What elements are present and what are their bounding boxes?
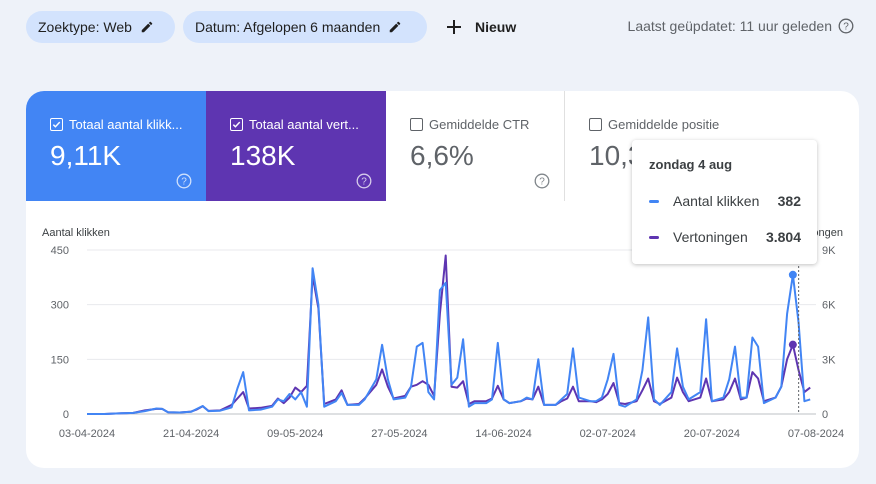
tooltip-row-label: Aantal klikken (673, 193, 760, 209)
new-filter-button[interactable]: Nieuw (444, 14, 516, 40)
svg-text:?: ? (181, 177, 187, 188)
date-filter-label: Datum: Afgelopen 6 maanden (195, 19, 381, 35)
checkbox-checked-icon[interactable] (230, 118, 243, 131)
hover-markers (788, 250, 800, 414)
checkbox-unchecked-icon[interactable] (589, 118, 602, 131)
new-filter-label: Nieuw (475, 19, 517, 35)
metric-tile-ctr[interactable]: Gemiddelde CTR 6,6% ? (386, 91, 565, 201)
tooltip-row-impressions: Vertoningen 3.804 (649, 227, 801, 247)
x-tick-label: 21-04-2024 (163, 428, 219, 440)
series-swatch (649, 199, 659, 203)
x-tick-label: 02-07-2024 (580, 428, 636, 440)
y-right-tick-label: 0 (822, 409, 828, 421)
y-axis-right-ticks: 9K 6K 3K 0 (822, 245, 836, 421)
clicks-series-line (87, 267, 811, 415)
help-icon[interactable]: ? (176, 173, 192, 189)
x-tick-label: 14-06-2024 (475, 428, 531, 440)
chart-series (87, 254, 811, 415)
performance-card: Totaal aantal klikk... 9,11K ? Totaal aa… (26, 91, 859, 468)
help-icon[interactable]: ? (356, 173, 372, 189)
chart-tooltip: zondag 4 aug Aantal klikken 382 Vertonin… (632, 140, 817, 264)
tooltip-row-value: 382 (777, 193, 801, 209)
tooltip-row-clicks: Aantal klikken 382 (649, 191, 801, 211)
metric-value: 9,11K (50, 140, 122, 171)
last-updated-text: Laatst geüpdatet: 11 uur geleden (627, 18, 832, 34)
metric-tile-clicks[interactable]: Totaal aantal klikk... 9,11K ? (26, 91, 206, 201)
x-tick-label: 07-08-2024 (788, 428, 844, 440)
x-tick-label: 27-05-2024 (371, 428, 427, 440)
impressions-hover-dot (788, 340, 797, 349)
metric-label: Gemiddelde positie (608, 117, 720, 132)
metric-value: 6,6% (410, 140, 474, 171)
impressions-series-line (87, 254, 811, 415)
y-right-tick-label: 6K (822, 300, 836, 312)
svg-text:?: ? (361, 177, 367, 188)
date-filter-chip[interactable]: Datum: Afgelopen 6 maanden (183, 11, 427, 43)
help-icon[interactable]: ? (534, 173, 550, 189)
filter-bar: Zoektype: Web Datum: Afgelopen 6 maanden… (0, 0, 876, 56)
plus-icon (444, 17, 464, 37)
search-type-filter-chip[interactable]: Zoektype: Web (26, 11, 175, 43)
svg-text:?: ? (843, 22, 849, 33)
last-updated-info: Laatst geüpdatet: 11 uur geleden ? (628, 18, 854, 34)
y-left-tick-label: 300 (51, 300, 69, 312)
edit-pencil-icon[interactable] (388, 20, 402, 34)
x-tick-label: 20-07-2024 (684, 428, 740, 440)
tooltip-row-value: 3.804 (765, 229, 801, 245)
metric-tile-impressions[interactable]: Totaal aantal vert... 138K ? (206, 91, 386, 201)
tooltip-row-label: Vertoningen (673, 229, 748, 245)
y-axis-left-ticks: 450 300 150 0 (51, 245, 69, 421)
edit-pencil-icon[interactable] (140, 20, 154, 34)
y-axis-left-title: Aantal klikken (42, 227, 110, 239)
help-icon[interactable]: ? (838, 18, 854, 34)
x-tick-label: 09-05-2024 (267, 428, 323, 440)
tooltip-date: zondag 4 aug (649, 157, 733, 172)
metric-label: Totaal aantal klikk... (69, 117, 183, 132)
y-left-tick-label: 150 (51, 354, 69, 366)
series-swatch (649, 235, 659, 239)
x-axis-ticks: 03-04-2024 21-04-2024 09-05-2024 27-05-2024… (59, 428, 844, 440)
metric-label: Gemiddelde CTR (429, 117, 530, 132)
y-right-tick-label: 3K (822, 354, 836, 366)
checkbox-checked-icon[interactable] (50, 118, 63, 131)
y-left-tick-label: 0 (63, 409, 69, 421)
svg-text:?: ? (539, 177, 545, 188)
y-right-tick-label: 9K (822, 245, 836, 257)
clicks-hover-dot (788, 270, 797, 279)
search-type-filter-label: Zoektype: Web (38, 19, 132, 35)
y-left-tick-label: 450 (51, 245, 69, 257)
y-axis-right-title: ongen (812, 227, 843, 239)
checkbox-unchecked-icon[interactable] (410, 118, 423, 131)
x-tick-label: 03-04-2024 (59, 428, 115, 440)
metric-value: 138K (230, 140, 296, 171)
metric-label: Totaal aantal vert... (249, 117, 359, 132)
